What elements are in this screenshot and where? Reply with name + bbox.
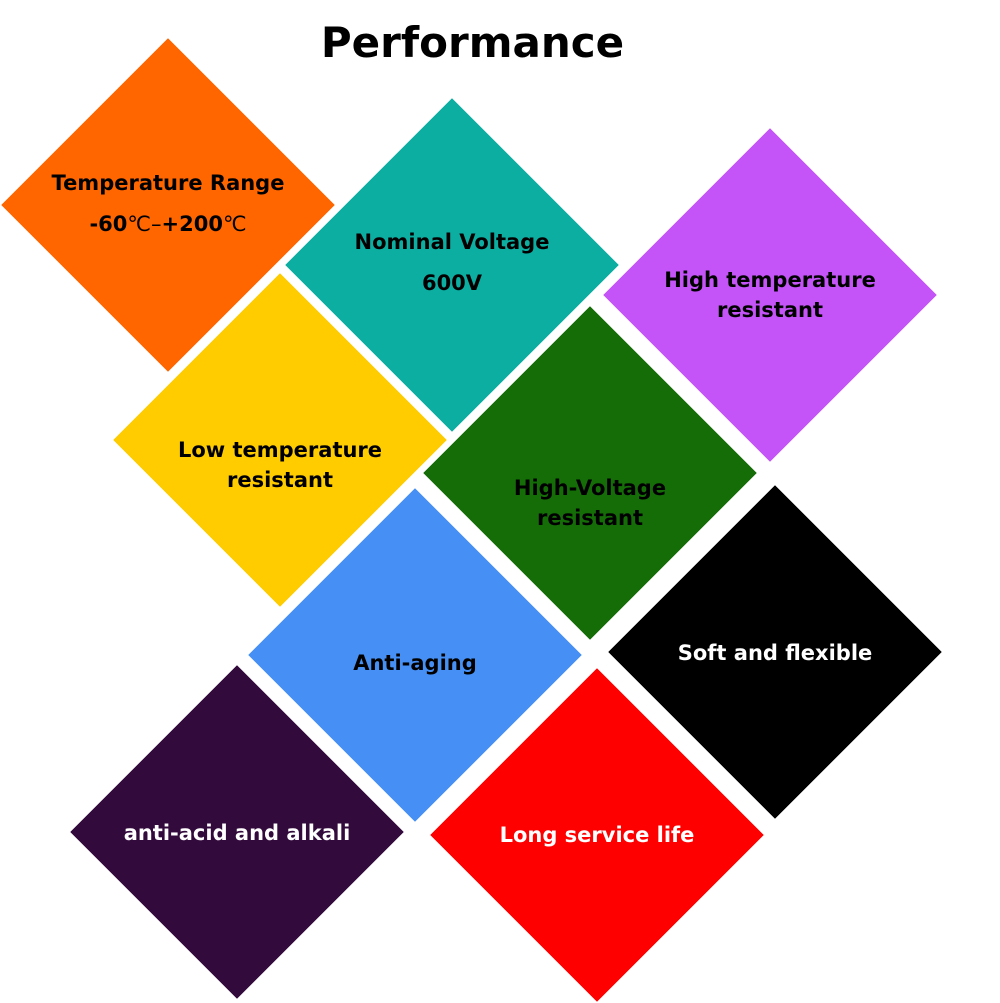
tile-value: 600V	[421, 271, 483, 295]
tile-label: Long service life	[499, 823, 695, 847]
value-min: -60	[89, 212, 128, 236]
tile-label: anti-acid and alkali	[123, 821, 351, 845]
tile-long-service-life: Long service life	[427, 665, 767, 1003]
value-max: +200	[161, 212, 223, 236]
tile-high-voltage: High-Voltage resistant	[420, 303, 760, 643]
tile-label: Temperature Range	[51, 171, 285, 195]
tile-value: -60℃–+200℃	[89, 212, 246, 236]
tile-temperature-range: Temperature Range -60℃–+200℃	[0, 35, 338, 375]
degree-unit: ℃	[222, 212, 247, 236]
degree-unit: ℃	[127, 212, 151, 236]
tile-anti-aging: Anti-aging	[245, 485, 585, 825]
tile-label: Nominal Voltage	[354, 230, 550, 254]
page-title: Performance	[320, 18, 625, 67]
tile-soft-flexible: Soft and flexible	[605, 482, 945, 822]
tile-label: Soft and flexible	[677, 641, 873, 665]
tile-low-temperature: Low temperature resistant	[110, 270, 450, 610]
tile-high-temperature: High temperature resistant	[600, 125, 940, 465]
tile-label: Anti-aging	[353, 651, 477, 675]
tile-label: High temperature resistant	[664, 268, 876, 322]
tile-label: High-Voltage resistant	[513, 476, 667, 530]
tile-anti-acid-alkali: anti-acid and alkali	[67, 662, 407, 1002]
tile-label: Low temperature resistant	[177, 438, 383, 492]
range-dash: –	[151, 212, 162, 236]
tile-nominal-voltage: Nominal Voltage 600V	[282, 95, 622, 435]
